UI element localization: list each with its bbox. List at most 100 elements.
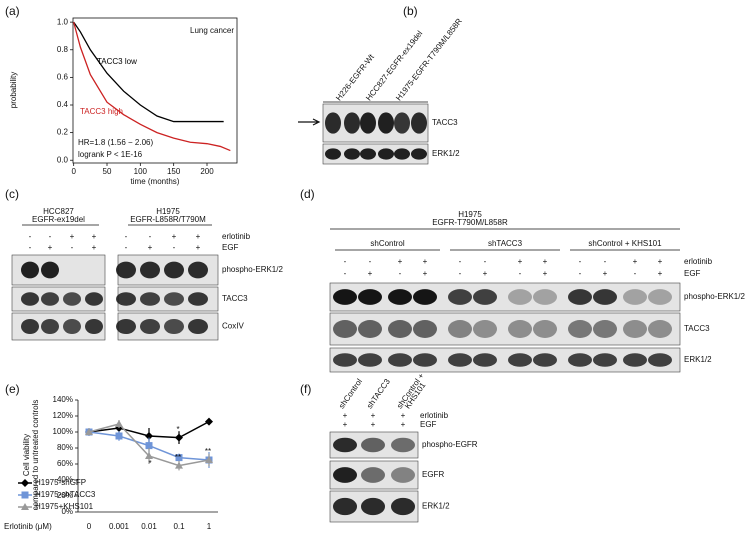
header-label: EGFR-T790M/L858R — [432, 218, 508, 227]
x-tick-label: 150 — [167, 167, 181, 176]
band — [358, 289, 382, 305]
treatment-sign: - — [29, 232, 32, 241]
treatment-sign: - — [484, 257, 487, 266]
band — [448, 320, 472, 338]
band — [164, 318, 184, 335]
band — [473, 353, 497, 367]
band — [413, 353, 437, 367]
treatment-sign: - — [519, 269, 522, 278]
treatment-sign: - — [579, 257, 582, 266]
y-tick-label: 0.4 — [57, 100, 69, 109]
x-tick-label: 100 — [134, 167, 148, 176]
treatment-sign: + — [658, 257, 663, 266]
y-tick-label: 80% — [57, 443, 73, 452]
band-label: TACC3 — [684, 324, 710, 333]
treatment-sign: + — [398, 257, 403, 266]
treatment-sign: + — [423, 269, 428, 278]
band — [533, 289, 557, 305]
band — [391, 467, 415, 483]
point — [145, 452, 153, 459]
band — [378, 148, 394, 160]
band — [411, 148, 427, 160]
group-label: HCC827 — [43, 207, 74, 216]
treatment-sign: + — [658, 269, 663, 278]
legend-marker — [21, 479, 29, 487]
band — [333, 353, 357, 367]
band — [333, 289, 357, 305]
legend-marker — [21, 503, 29, 510]
band — [21, 292, 39, 306]
band — [593, 320, 617, 338]
band — [448, 353, 472, 367]
treatment-sign: + — [543, 269, 548, 278]
treatment-sign: + — [196, 232, 201, 241]
band — [85, 262, 103, 279]
band-label: ERK1/2 — [432, 149, 460, 158]
band — [63, 318, 81, 335]
x-tick-label: 0 — [71, 167, 76, 176]
y-tick-label: 0.2 — [57, 128, 69, 137]
band — [325, 112, 341, 134]
row-label: erlotinib — [684, 257, 713, 266]
band — [568, 320, 592, 338]
x-axis-label: Erlotinib (μM) — [4, 522, 52, 531]
band — [593, 353, 617, 367]
row-label: EGF — [684, 269, 701, 278]
treatment-sign: + — [148, 243, 153, 252]
treatment-sign: - — [634, 269, 637, 278]
annotation: * — [176, 425, 179, 434]
treatment-sign: + — [92, 232, 97, 241]
band — [411, 112, 427, 134]
band-label: phospho-ERK1/2 — [684, 292, 745, 301]
point — [205, 417, 213, 426]
band — [41, 318, 59, 335]
band — [360, 112, 376, 134]
chart-title: Lung cancer — [190, 26, 234, 35]
treatment-sign: - — [579, 269, 582, 278]
band — [623, 353, 647, 367]
treatment-sign: - — [173, 243, 176, 252]
series-label: TACC3 low — [97, 57, 137, 66]
treatment-sign: - — [459, 269, 462, 278]
band — [361, 467, 385, 483]
header-label: H1975 — [458, 210, 482, 219]
x-tick-label: 0.001 — [109, 522, 130, 531]
treatment-sign: + — [70, 232, 75, 241]
point — [85, 428, 93, 435]
group-label: EGFR-ex19del — [32, 215, 85, 224]
band — [85, 292, 103, 306]
band — [568, 353, 592, 367]
x-tick-label: 200 — [200, 167, 214, 176]
treatment-sign: + — [172, 232, 177, 241]
treatment-sign: - — [125, 243, 128, 252]
arrow — [298, 118, 321, 126]
band — [648, 320, 672, 338]
band — [648, 289, 672, 305]
y-tick-label: 120% — [53, 411, 73, 420]
annotation: * — [206, 419, 209, 428]
y-tick-label: 100% — [53, 427, 73, 436]
band — [413, 289, 437, 305]
treatment-sign: + — [343, 411, 348, 420]
y-axis-label: probability — [9, 72, 18, 108]
legend-label: H1975-shTACC3 — [35, 490, 96, 499]
treatment-sign: - — [344, 257, 347, 266]
band — [344, 112, 360, 134]
treatment-sign: + — [603, 269, 608, 278]
band — [473, 320, 497, 338]
treatment-sign: + — [368, 269, 373, 278]
series-label: TACC3 high — [80, 107, 123, 116]
band — [388, 289, 412, 305]
panel-label: (f) — [300, 382, 311, 396]
annotation: ** — [205, 447, 211, 456]
y-tick-label: 20% — [57, 491, 73, 500]
treatment-sign: - — [459, 257, 462, 266]
legend-label: H1975+KHS101 — [35, 502, 94, 511]
y-axis-label: Cell viability — [22, 434, 31, 476]
band — [391, 437, 415, 453]
row-label: EGF — [222, 243, 239, 252]
band — [85, 318, 103, 335]
y-tick-label: 40% — [57, 475, 73, 484]
lane-label: shTACC3 — [365, 377, 392, 411]
treatment-sign: - — [49, 232, 52, 241]
